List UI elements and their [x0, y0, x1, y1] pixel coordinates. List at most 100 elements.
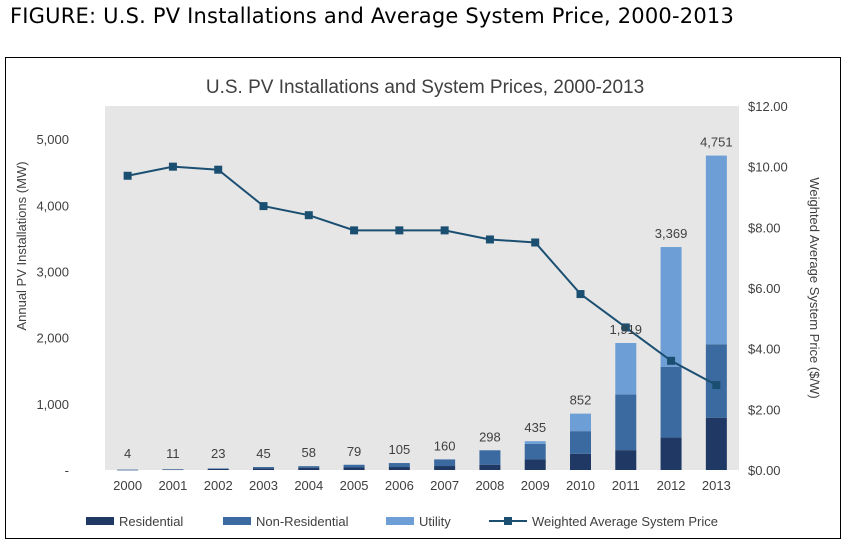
price-point [485, 235, 494, 244]
y-tick-label: - [65, 463, 69, 478]
price-point [259, 202, 268, 211]
bar-residential [207, 469, 229, 470]
price-point [531, 238, 540, 247]
bar-utility [524, 441, 546, 444]
y2-tick-label: $2.00 [748, 402, 781, 417]
data-label: 23 [211, 446, 225, 461]
x-tick-label: 2006 [385, 478, 414, 493]
data-label: 4 [124, 446, 131, 461]
bar-non-residential [479, 450, 501, 465]
bar-residential [388, 467, 410, 470]
y2-tick-label: $10.00 [748, 160, 788, 175]
x-tick-label: 2001 [158, 478, 187, 493]
bar-non-residential [434, 459, 456, 467]
y2-tick-label: $12.00 [748, 99, 788, 114]
x-tick-label: 2012 [657, 478, 686, 493]
price-point [440, 226, 449, 235]
bar-residential [434, 466, 456, 470]
x-tick-label: 2000 [113, 478, 142, 493]
price-point [168, 162, 177, 171]
data-label: 3,369 [655, 226, 688, 241]
bar-non-residential [615, 394, 637, 451]
x-tick-label: 2007 [430, 478, 459, 493]
legend-swatch [386, 517, 414, 525]
data-label: 105 [389, 442, 411, 457]
bar-residential [343, 467, 365, 470]
x-tick-label: 2010 [566, 478, 595, 493]
y2-tick-label: $0.00 [748, 463, 781, 478]
price-point [395, 226, 404, 235]
price-point [667, 356, 676, 365]
data-label: 4,751 [700, 135, 733, 150]
bar-non-residential [162, 469, 184, 470]
bar-residential [570, 453, 591, 470]
x-tick-label: 2002 [204, 478, 233, 493]
y2-tick-label: $6.00 [748, 281, 781, 296]
bar-non-residential [298, 466, 320, 468]
legend-label: Utility [419, 514, 451, 529]
bar-utility [570, 413, 591, 432]
bar-non-residential [343, 464, 365, 468]
price-point [712, 381, 721, 390]
chart-marks: - 1,000 2,000 3,000 4,000 5,000 $0.00 $2.00 $4.0… [36, 99, 787, 493]
price-point [214, 165, 223, 174]
bar-utility [705, 155, 727, 345]
x-tick-label: 2004 [294, 478, 323, 493]
legend-label: Non-Residential [256, 514, 349, 529]
bar-residential [479, 464, 501, 470]
legend-swatch [223, 517, 251, 525]
data-label: 852 [570, 393, 592, 408]
bar-non-residential [524, 443, 546, 460]
data-label: 11 [166, 446, 180, 461]
bar-non-residential [207, 468, 229, 470]
bar-utility [660, 247, 682, 367]
data-label: 1,919 [610, 322, 643, 337]
x-tick-label: 2003 [249, 478, 278, 493]
price-point [576, 290, 585, 299]
legend-marker [504, 517, 512, 525]
legend-label: Weighted Average System Price [532, 514, 718, 529]
y-tick-label: 5,000 [36, 132, 69, 147]
data-label: 435 [524, 420, 546, 435]
x-tick-label: 2005 [340, 478, 369, 493]
bar-residential [162, 469, 184, 471]
data-label: 79 [347, 444, 361, 459]
x-tick-label: 2009 [521, 478, 550, 493]
data-label: 45 [256, 446, 270, 461]
price-point [350, 226, 359, 235]
bar-non-residential [117, 469, 139, 471]
bar-residential [705, 417, 727, 470]
bar-non-residential [705, 344, 727, 418]
y2-axis-label: Weighted Average System Price ($/W) [807, 177, 822, 398]
bar-residential [615, 450, 637, 470]
x-tick-label: 2011 [612, 478, 640, 493]
price-point [621, 323, 630, 332]
figure-heading: FIGURE: U.S. PV Installations and Averag… [10, 4, 735, 28]
bar-residential [524, 459, 546, 470]
price-line [127, 165, 717, 386]
bar-non-residential [570, 431, 591, 454]
y-axis-label: Annual PV Installations (MW) [14, 161, 29, 330]
bar-residential [253, 468, 274, 470]
chart-title: U.S. PV Installations and System Prices,… [206, 77, 644, 98]
price-point [304, 211, 313, 220]
plot-area [105, 106, 739, 470]
data-label: 160 [434, 438, 456, 453]
price-point [123, 171, 132, 180]
x-tick-label: 2013 [702, 478, 731, 493]
bar-residential [298, 467, 320, 470]
data-label: 298 [479, 429, 501, 444]
bar-utility [615, 342, 637, 395]
data-label: 58 [302, 445, 316, 460]
bar-residential [660, 437, 682, 470]
legend: Residential Non-Residential Utility Weighte… [86, 514, 718, 529]
y-tick-label: 1,000 [36, 397, 69, 412]
y2-tick-label: $4.00 [748, 342, 781, 357]
bar-non-residential [253, 467, 274, 469]
y2-tick-label: $8.00 [748, 220, 781, 235]
bar-non-residential [388, 463, 410, 468]
y-tick-label: 4,000 [36, 198, 69, 213]
bar-non-residential [660, 366, 682, 438]
legend-swatch [86, 517, 114, 525]
